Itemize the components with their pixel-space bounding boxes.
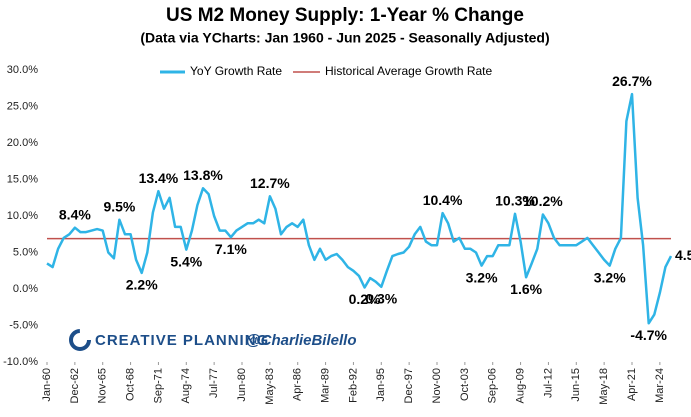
watermark: CREATIVE PLANNING @CharlieBilello bbox=[69, 329, 357, 351]
data-label: 0.2% bbox=[349, 291, 381, 307]
x-tick-label: Sep-71 bbox=[152, 368, 164, 403]
x-tick-label: Jul-12 bbox=[542, 368, 554, 398]
x-tick-label: Jan-60 bbox=[41, 368, 53, 402]
data-label: 1.6% bbox=[510, 281, 542, 297]
x-tick-label: Mar-89 bbox=[319, 368, 331, 403]
data-label: 7.1% bbox=[215, 241, 247, 257]
y-tick-label: 5.0% bbox=[13, 246, 38, 258]
legend-label: YoY Growth Rate bbox=[190, 64, 282, 78]
data-label: 12.7% bbox=[250, 175, 290, 191]
watermark-handle: @CharlieBilello bbox=[246, 332, 357, 349]
x-tick-label: Oct-03 bbox=[459, 368, 471, 401]
x-tick-label: Jun-15 bbox=[570, 368, 582, 402]
x-tick-label: May-83 bbox=[264, 368, 276, 405]
logo bbox=[69, 329, 91, 351]
series-line bbox=[46, 92, 673, 325]
data-label: 10.4% bbox=[423, 192, 463, 208]
y-tick-label: -5.0% bbox=[9, 319, 38, 331]
legend-label: Historical Average Growth Rate bbox=[325, 64, 493, 78]
y-tick-label: 25.0% bbox=[7, 100, 38, 112]
x-tick-label: Sep-06 bbox=[487, 368, 499, 403]
data-label: 3.2% bbox=[466, 269, 498, 285]
chart-title: US M2 Money Supply: 1-Year % Change bbox=[166, 5, 524, 26]
data-label: 10.3% bbox=[495, 193, 535, 209]
watermark-brand: CREATIVE PLANNING bbox=[95, 332, 269, 349]
x-tick-label: Nov-00 bbox=[431, 368, 443, 403]
data-label: 13.8% bbox=[183, 167, 223, 183]
x-tick-label: Jul-77 bbox=[208, 368, 220, 398]
chart-subtitle: (Data via YCharts: Jan 1960 - Jun 2025 -… bbox=[140, 30, 549, 46]
data-label: 10.2% bbox=[523, 193, 563, 209]
data-label: 13.4% bbox=[139, 170, 179, 186]
data-label: 8.4% bbox=[59, 206, 91, 222]
data-label: 3.2% bbox=[594, 269, 626, 285]
y-tick-label: 30.0% bbox=[7, 64, 38, 76]
x-tick-label: Nov-65 bbox=[97, 368, 109, 403]
data-label: 4.5% bbox=[675, 247, 691, 263]
x-tick-label: Oct-68 bbox=[124, 368, 136, 401]
x-tick-label: Aug-74 bbox=[180, 368, 192, 403]
y-tick-label: 15.0% bbox=[7, 173, 38, 185]
x-tick-label: Dec-62 bbox=[69, 368, 81, 403]
y-tick-label: -10.0% bbox=[3, 356, 38, 368]
x-tick-label: Apr-21 bbox=[626, 368, 638, 401]
x-tick-label: Apr-86 bbox=[292, 368, 304, 401]
x-tick-label: Feb-92 bbox=[347, 368, 359, 403]
y-tick-label: 0.0% bbox=[13, 283, 38, 295]
data-label: -4.7% bbox=[630, 327, 667, 343]
y-tick-label: 20.0% bbox=[7, 137, 38, 149]
x-tick-label: Jun-80 bbox=[236, 368, 248, 402]
x-tick-label: Dec-97 bbox=[403, 368, 415, 403]
data-label: 2.2% bbox=[126, 277, 158, 293]
y-tick-label: 10.0% bbox=[7, 210, 38, 222]
data-label: 26.7% bbox=[612, 73, 652, 89]
x-tick-label: Jan-95 bbox=[375, 368, 387, 402]
x-tick-label: May-18 bbox=[598, 368, 610, 405]
data-label: 9.5% bbox=[103, 198, 135, 214]
data-label: 5.4% bbox=[170, 253, 202, 269]
x-tick-label: Mar-24 bbox=[654, 368, 666, 403]
x-tick-label: Aug-09 bbox=[514, 368, 526, 403]
data-label: 0.3% bbox=[365, 291, 397, 307]
